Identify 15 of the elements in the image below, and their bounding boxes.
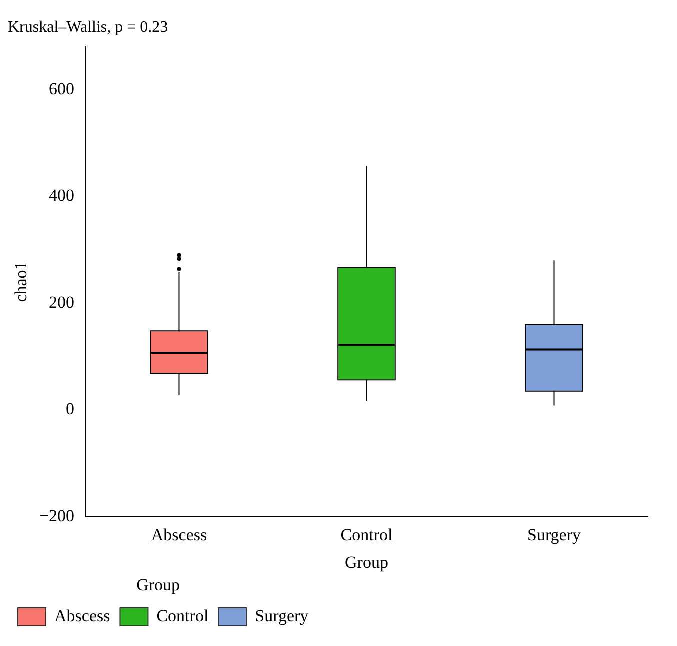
x-axis-title: Group: [345, 552, 388, 572]
legend-label: Control: [156, 606, 209, 626]
y-tick-label: 200: [48, 292, 74, 312]
y-tick-label: 600: [48, 79, 74, 98]
x-tick-label: Surgery: [527, 525, 582, 544]
x-tick-label: Control: [340, 525, 393, 544]
y-axis-title: chao1: [12, 262, 31, 302]
y-tick-label: 0: [66, 400, 74, 419]
chart-title: Kruskal–Wallis, p = 0.23: [8, 18, 168, 36]
legend-label: Abscess: [54, 606, 110, 626]
legend-title: Group: [136, 576, 180, 595]
y-tick-label: −200: [39, 506, 74, 526]
y-tick-label: 400: [48, 186, 74, 206]
legend-label: Surgery: [255, 606, 310, 626]
x-tick-label: Abscess: [151, 525, 208, 544]
